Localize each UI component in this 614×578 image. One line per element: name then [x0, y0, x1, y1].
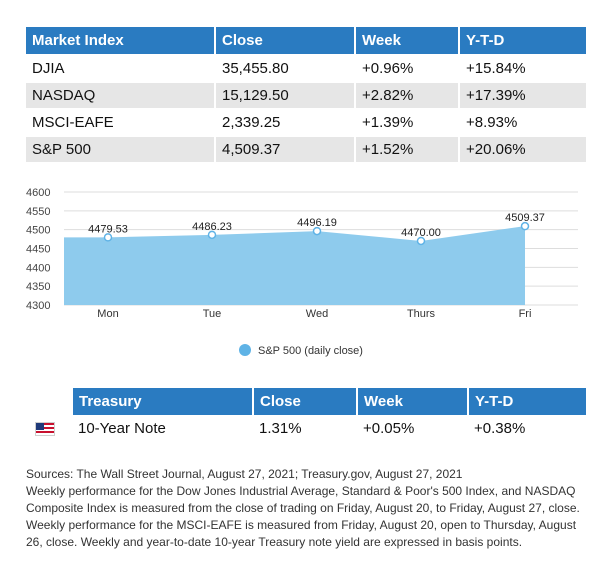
sp500-area — [64, 226, 525, 305]
header-week: Week — [355, 27, 460, 55]
table-row: 10-Year Note 1.31% +0.05% +0.38% — [26, 415, 586, 441]
index-close: 2,339.25 — [215, 108, 356, 136]
y-tick-label: 4300 — [26, 300, 50, 312]
legend-label: S&P 500 (daily close) — [258, 345, 363, 357]
treasury-name: 10-Year Note — [78, 419, 166, 437]
treasury-week: +0.05% — [363, 419, 415, 437]
index-week: +1.39% — [355, 108, 460, 136]
methodology-note: Weekly performance for the Dow Jones Ind… — [26, 484, 580, 549]
y-tick-label: 4600 — [26, 187, 50, 199]
header-blank — [26, 388, 73, 415]
footnotes: Sources: The Wall Street Journal, August… — [26, 466, 596, 551]
data-point — [103, 233, 113, 242]
treasury-table: Treasury Close Week Y-T-D 10-Year Note 1… — [26, 388, 586, 441]
data-markers — [103, 221, 530, 246]
us-flag-icon — [36, 422, 54, 435]
index-week: +0.96% — [355, 54, 460, 82]
table-row: NASDAQ 15,129.50 +2.82% +17.39% — [26, 81, 586, 109]
data-label: 4496.19 — [297, 217, 337, 229]
header-treasury: Treasury — [72, 388, 254, 415]
sources-note: Sources: The Wall Street Journal, August… — [26, 467, 463, 481]
data-point — [207, 230, 217, 240]
treasury-close: 1.31% — [259, 419, 302, 437]
treasury-ytd: +0.38% — [474, 419, 526, 437]
index-name: NASDAQ — [26, 81, 216, 109]
index-ytd: +17.39% — [459, 81, 586, 109]
y-tick-label: 4450 — [26, 244, 50, 256]
data-label: 4479.53 — [88, 223, 128, 235]
index-ytd: +20.06% — [459, 135, 586, 162]
header-ytd: Y-T-D — [468, 388, 586, 415]
x-tick-label: Tue — [203, 308, 222, 320]
y-tick-label: 4350 — [26, 281, 50, 293]
market-table-header-row: Market Index Close Week Y-T-D — [26, 27, 586, 55]
y-tick-label: 4550 — [26, 206, 50, 218]
index-close: 15,129.50 — [215, 81, 356, 109]
market-index-table: Market Index Close Week Y-T-D DJIA 35,45… — [26, 27, 586, 162]
flag-cell — [26, 415, 72, 441]
index-close: 4,509.37 — [215, 135, 356, 162]
index-name: MSCI-EAFE — [26, 108, 216, 136]
x-tick-label: Fri — [519, 308, 532, 320]
table-row: DJIA 35,455.80 +0.96% +15.84% — [26, 54, 586, 82]
index-name: DJIA — [26, 54, 216, 82]
treasury-table-header-row: Treasury Close Week Y-T-D — [26, 388, 586, 415]
y-tick-label: 4500 — [26, 225, 50, 237]
x-axis: Mon Tue Wed Thurs Fri — [97, 308, 531, 320]
y-tick-label: 4400 — [26, 262, 50, 274]
header-close: Close — [253, 388, 358, 415]
data-point — [520, 221, 530, 231]
index-ytd: +8.93% — [459, 108, 586, 136]
legend-swatch — [239, 344, 251, 356]
y-axis: 4300 4350 4400 4450 4500 4550 4600 — [26, 187, 50, 312]
x-tick-label: Mon — [97, 308, 118, 320]
data-point — [416, 236, 426, 246]
header-ytd: Y-T-D — [459, 27, 586, 55]
index-close: 35,455.80 — [215, 54, 356, 82]
data-label: 4470.00 — [401, 227, 441, 239]
table-row: MSCI-EAFE 2,339.25 +1.39% +8.93% — [26, 108, 586, 136]
index-week: +1.52% — [355, 135, 460, 162]
data-label: 4509.37 — [505, 212, 545, 224]
index-name: S&P 500 — [26, 135, 216, 162]
data-labels: 4479.53 4486.23 4496.19 4470.00 4509.37 — [88, 212, 545, 239]
x-tick-label: Thurs — [407, 308, 436, 320]
data-label: 4486.23 — [192, 221, 232, 233]
sp500-area-chart: 4300 4350 4400 4450 4500 4550 4600 4479.53 4486… — [26, 187, 578, 357]
header-week: Week — [357, 388, 469, 415]
x-tick-label: Wed — [306, 308, 328, 320]
index-ytd: +15.84% — [459, 54, 586, 82]
data-point — [312, 226, 322, 236]
header-market-index: Market Index — [26, 27, 216, 55]
header-close: Close — [215, 27, 356, 55]
index-week: +2.82% — [355, 81, 460, 109]
table-row: S&P 500 4,509.37 +1.52% +20.06% — [26, 135, 586, 162]
